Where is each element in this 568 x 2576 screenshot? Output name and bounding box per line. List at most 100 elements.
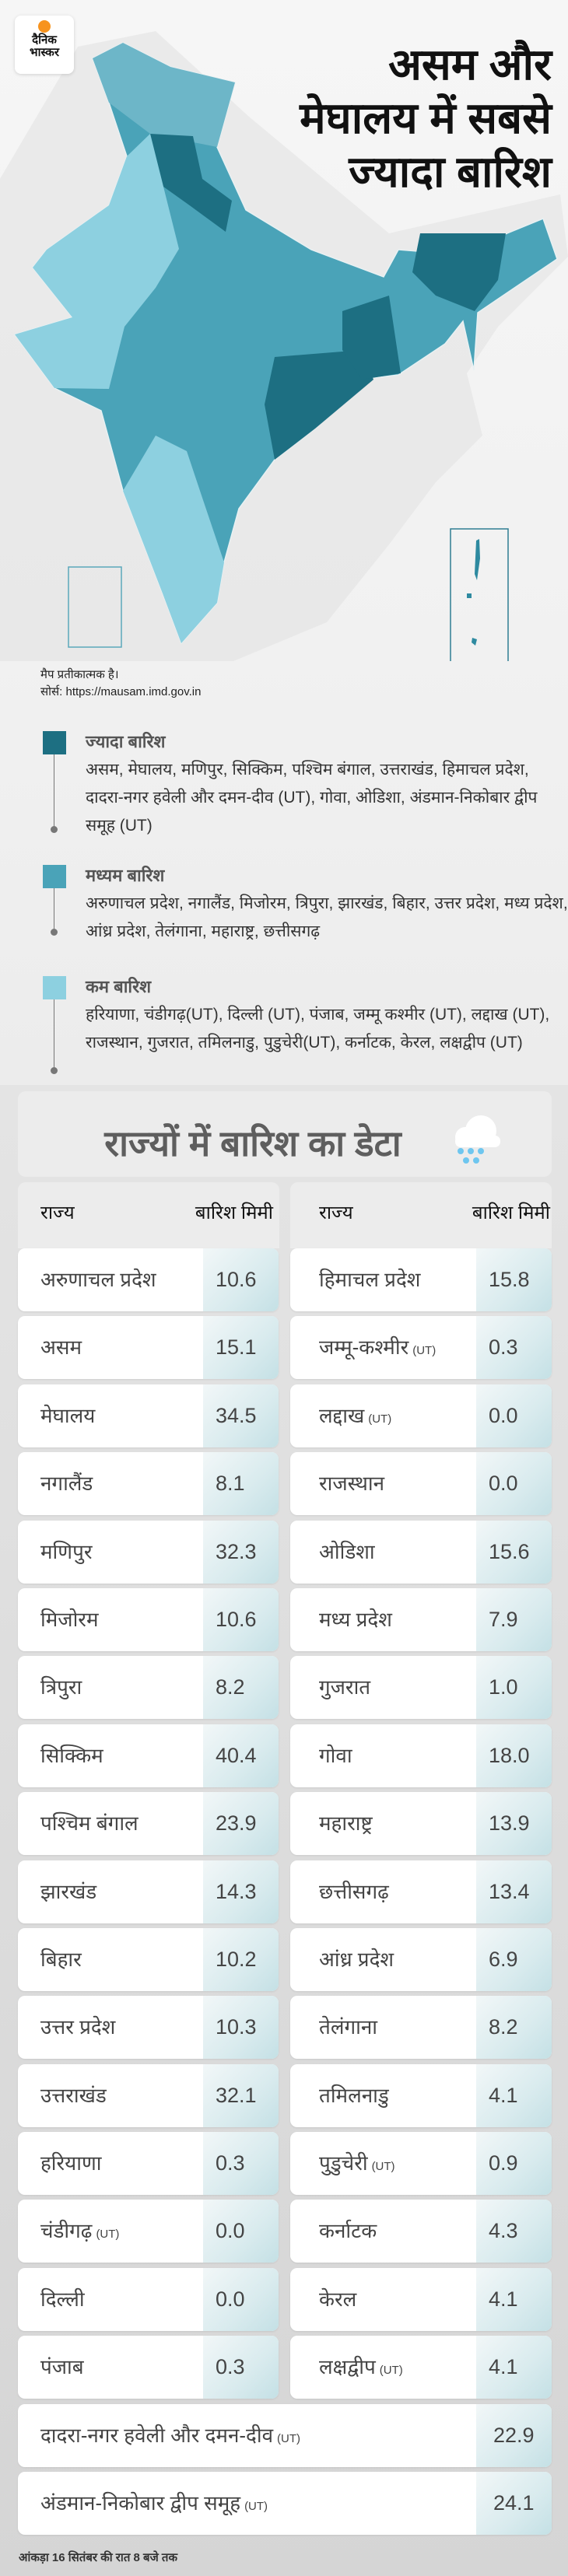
state-label: चंडीगढ़ (40, 2219, 93, 2243)
region-high-east (265, 350, 373, 460)
page-title: असम और मेघालय में सबसे ज्यादा बारिश (300, 37, 552, 198)
table-row: अंडमान-निकोबार द्वीप समूह (UT) 24.1 (18, 2472, 552, 2536)
state-label: मध्य प्रदेश (319, 1607, 392, 1631)
rain-value: 4.1 (489, 2083, 518, 2107)
rain-value: 0.0 (489, 1403, 518, 1427)
rain-value: 0.0 (216, 2219, 245, 2243)
rain-value: 40.4 (216, 1743, 257, 1767)
table-row: कर्नाटक 4.3 (290, 2200, 552, 2263)
rain-value-cell: 10.3 (203, 1996, 279, 2060)
state-label: आंध्र प्रदेश (319, 1947, 394, 1971)
table-row: जम्मू-कश्मीर (UT) 0.3 (290, 1316, 552, 1380)
rain-value: 24.1 (493, 2491, 535, 2515)
table-row: पंजाब 0.3 (18, 2336, 279, 2399)
region-low-south (123, 436, 224, 643)
rain-value: 22.9 (493, 2423, 535, 2447)
rain-value-cell: 1.0 (476, 1656, 552, 1720)
rain-value-cell: 32.1 (203, 2063, 279, 2127)
sun-icon (38, 20, 51, 33)
rain-value: 32.3 (216, 1539, 257, 1563)
rain-value-cell: 0.3 (476, 1316, 552, 1380)
state-name: मध्य प्रदेश (319, 1588, 392, 1651)
state-name: चंडीगढ़ (UT) (40, 2200, 119, 2263)
state-label: दादरा-नगर हवेली और दमन-दीव (40, 2423, 274, 2447)
state-label: उत्तर प्रदेश (40, 2015, 116, 2039)
table-row: मध्य प्रदेश 7.9 (290, 1587, 552, 1651)
table-row: मिजोरम 10.6 (18, 1587, 279, 1651)
table-row: पश्चिम बंगाल 23.9 (18, 1792, 279, 1856)
rain-value-cell: 8.2 (203, 1656, 279, 1720)
state-name: लद्दाख (UT) (319, 1384, 391, 1447)
rain-value-cell: 8.1 (203, 1452, 279, 1516)
table-row: मणिपुर 32.3 (18, 1520, 279, 1584)
state-label: केरल (319, 2287, 357, 2311)
rain-value: 7.9 (489, 1607, 518, 1631)
state-name: दादरा-नगर हवेली और दमन-दीव (UT) (40, 2404, 300, 2467)
rain-value-cell: 4.1 (476, 2267, 552, 2331)
rain-value: 4.3 (489, 2219, 518, 2243)
rain-value-cell: 23.9 (203, 1792, 279, 1856)
table-row: गोवा 18.0 (290, 1724, 552, 1787)
state-name: नगालैंड (40, 1452, 93, 1515)
map-note: मैप प्रतीकात्मक है। सोर्स: https://mausa… (40, 667, 201, 701)
state-name: गुजरात (319, 1656, 370, 1719)
rain-value-cell: 15.1 (203, 1316, 279, 1380)
ut-tag: (UT) (277, 2431, 301, 2445)
legend-swatch-high (43, 731, 66, 754)
logo-text-line1: दैनिक (32, 33, 57, 47)
table-row: लद्दाख (UT) 0.0 (290, 1384, 552, 1447)
state-name: मणिपुर (40, 1521, 92, 1584)
table-row: नगालैंड 8.1 (18, 1452, 279, 1516)
andaman-inset (450, 528, 509, 661)
rain-value-cell: 8.2 (476, 1996, 552, 2060)
rain-value: 0.0 (216, 2287, 245, 2311)
rain-value-cell: 13.9 (476, 1792, 552, 1856)
state-label: बिहार (40, 1947, 82, 1971)
table-header-left: राज्य बारिश मिमी (18, 1182, 279, 1248)
rain-value: 15.8 (489, 1268, 530, 1291)
column-header-rain: बारिश मिमी (195, 1202, 273, 1223)
state-label: मणिपुर (40, 1539, 93, 1563)
rain-value: 10.2 (216, 1947, 257, 1971)
lakshadweep-inset (68, 566, 122, 648)
dainik-bhaskar-logo: दैनिक भास्कर (15, 16, 74, 74)
state-name: सिक्किम (40, 1724, 103, 1787)
state-name: आंध्र प्रदेश (319, 1928, 394, 1991)
state-name: गोवा (319, 1724, 352, 1787)
table-row: हरियाणा 0.3 (18, 2132, 279, 2196)
state-label: तेलंगाना (319, 2015, 377, 2039)
state-label: जम्मू-कश्मीर (319, 1335, 409, 1360)
state-label: झारखंड (40, 1879, 97, 1903)
rain-value-cell: 10.6 (203, 1587, 279, 1651)
rain-value: 4.1 (489, 2355, 518, 2379)
rain-value-cell: 4.3 (476, 2200, 552, 2263)
data-timestamp-note: आंकड़ा 16 सितंबर की रात 8 बजे तक (19, 2551, 177, 2564)
legend-heading: ज्यादा बारिश (86, 732, 166, 751)
table-row: दिल्ली 0.0 (18, 2267, 279, 2331)
region-low-north (93, 43, 235, 147)
rain-value-cell: 40.4 (203, 1724, 279, 1787)
rain-value-cell: 22.9 (476, 2403, 552, 2467)
rain-value: 10.6 (216, 1268, 257, 1291)
state-name: छत्तीसगढ़ (319, 1860, 389, 1923)
india-rainfall-map (0, 31, 568, 661)
state-name: अंडमान-निकोबार द्वीप समूह (UT) (40, 2472, 268, 2535)
state-name: उत्तर प्रदेश (40, 1996, 115, 2059)
legend-swatch-medium (43, 865, 66, 888)
state-label: कर्नाटक (319, 2219, 377, 2243)
rain-value: 32.1 (216, 2083, 257, 2107)
rain-value-cell: 24.1 (476, 2472, 552, 2536)
state-label: ओडिशा (319, 1539, 375, 1563)
table-row: तेलंगाना 8.2 (290, 1996, 552, 2060)
column-header-state: राज्य (40, 1202, 75, 1223)
table-row: सिक्किम 40.4 (18, 1724, 279, 1787)
title-line-1: असम और (388, 40, 552, 89)
state-name: दिल्ली (40, 2268, 85, 2331)
legend-dot (51, 826, 58, 833)
table-row: दादरा-नगर हवेली और दमन-दीव (UT) 22.9 (18, 2403, 552, 2467)
rain-value-cell: 10.2 (203, 1927, 279, 1991)
rain-value: 0.0 (489, 1472, 518, 1496)
table-row: मेघालय 34.5 (18, 1384, 279, 1447)
table-row: तमिलनाडु 4.1 (290, 2063, 552, 2127)
ut-tag: (UT) (368, 1412, 392, 1426)
